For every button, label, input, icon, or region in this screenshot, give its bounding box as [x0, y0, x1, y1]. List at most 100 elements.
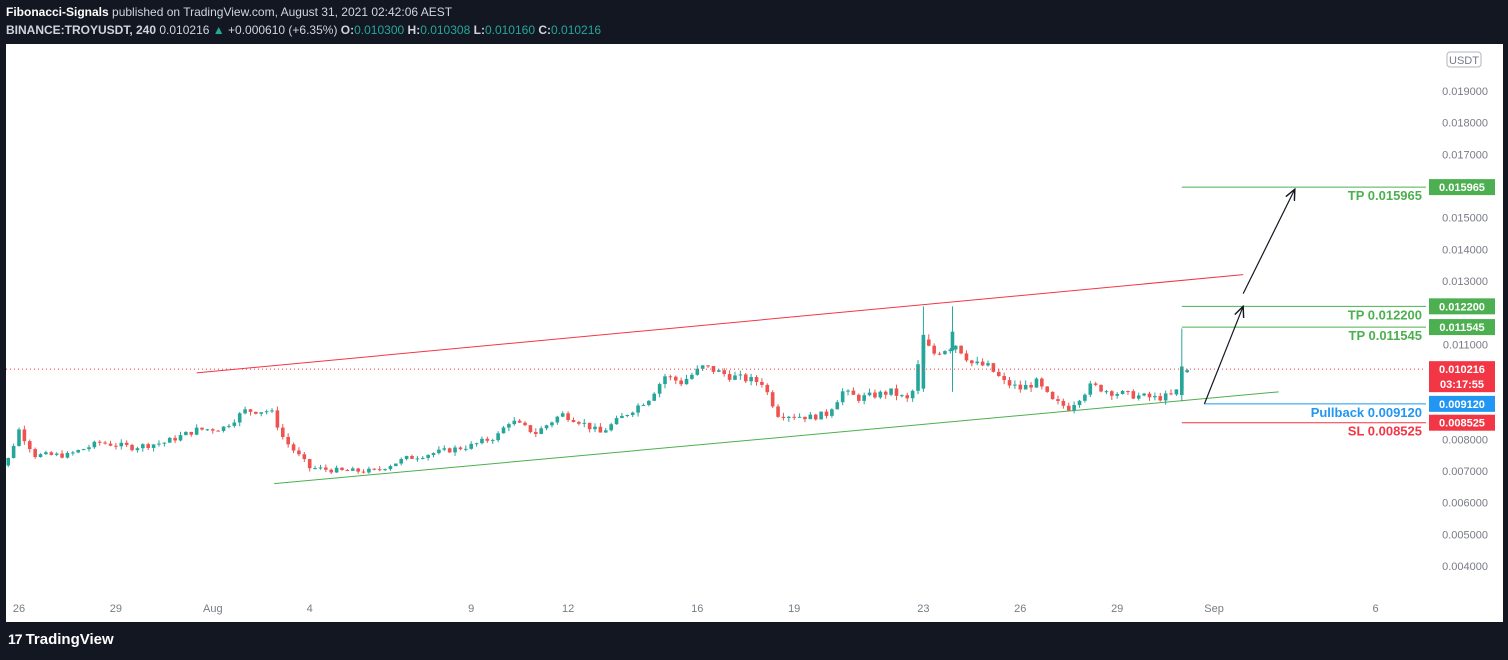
candle-body — [1131, 391, 1136, 399]
candle-body — [173, 437, 177, 441]
candle-body — [507, 424, 511, 428]
candle-body — [1066, 405, 1071, 411]
price-chart[interactable]: TP 0.015965 TP 0.012200 TP 0.011545 Pullbac… — [1, 44, 1503, 622]
candle-body — [469, 443, 473, 449]
candle-body — [361, 471, 366, 473]
candle-body — [232, 422, 237, 426]
candle-body — [1126, 390, 1130, 392]
candle-body — [1185, 370, 1189, 373]
candle-body — [211, 429, 215, 431]
candle-body — [437, 449, 441, 454]
candle-body — [367, 468, 371, 473]
level-badge: 0.011545 — [1439, 322, 1484, 334]
candle-body — [587, 422, 592, 430]
candle-body — [501, 427, 506, 434]
level-badge: 0.012200 — [1439, 301, 1485, 313]
candle-body — [103, 442, 107, 444]
candle-body — [867, 392, 872, 396]
projection-arrow — [1242, 189, 1295, 294]
candle-body — [280, 427, 285, 437]
candle-body — [733, 375, 737, 380]
candle-body — [980, 361, 985, 366]
symbol-name[interactable]: BINANCE:TROYUSDT, 240 — [6, 23, 157, 37]
candle-body — [883, 391, 888, 395]
candle-body — [803, 416, 807, 420]
candle-body — [340, 467, 344, 471]
symbol-info: BINANCE:TROYUSDT, 240 0.010216 ▲ +0.0006… — [6, 23, 601, 37]
candle-body — [625, 415, 630, 417]
candle-body — [76, 450, 81, 453]
candle-body — [1013, 384, 1017, 386]
candle-body — [690, 374, 694, 379]
candle-body — [447, 448, 452, 453]
candle-body — [706, 365, 710, 367]
candle-body — [1072, 405, 1076, 411]
candle-body — [27, 441, 32, 450]
candle-body — [700, 365, 705, 369]
candle-body — [404, 455, 409, 460]
candle-body — [566, 413, 570, 420]
candle-body — [544, 425, 549, 429]
y-tick-label: 0.013000 — [1442, 276, 1488, 288]
candle-body — [749, 377, 753, 382]
candle-body — [1050, 391, 1055, 400]
x-tick-label: 4 — [307, 603, 313, 615]
candle-body — [44, 452, 48, 455]
candle-body — [1104, 391, 1109, 393]
candle-body — [194, 427, 199, 435]
candle-body — [679, 380, 683, 385]
candle-body — [614, 418, 619, 425]
candle-body — [830, 409, 834, 416]
candle-body — [237, 413, 242, 423]
author-name[interactable]: Fibonacci-Signals — [6, 5, 109, 19]
candle-body — [87, 447, 91, 450]
candle-body — [1093, 383, 1098, 385]
candle-body — [313, 468, 317, 470]
price-change: +0.000610 (+6.35%) — [228, 23, 338, 37]
candle-body — [598, 426, 603, 433]
candle-body — [420, 457, 425, 459]
low-value: 0.010160 — [484, 23, 535, 37]
candle-body — [711, 365, 716, 372]
candle-body — [1056, 399, 1060, 401]
candle-body — [1110, 391, 1114, 396]
level-badge-bg — [1429, 298, 1495, 315]
candle-body — [184, 431, 188, 436]
chart-area[interactable]: TP 0.015965 TP 0.012200 TP 0.011545 Pullbac… — [1, 44, 1503, 622]
countdown-badge: 03:17:55 — [1440, 379, 1484, 391]
candle-body — [151, 444, 156, 448]
close-label: C: — [538, 23, 552, 37]
candle-body — [49, 452, 54, 455]
candle-body — [464, 448, 468, 450]
level-badge-bg — [1429, 414, 1495, 431]
candle-body — [641, 404, 646, 406]
level-label: TP 0.011545 — [1349, 328, 1423, 343]
x-tick-label: 16 — [691, 603, 703, 615]
candle-body — [840, 391, 845, 403]
x-tick-label: 19 — [788, 603, 800, 615]
candle-body — [1018, 384, 1023, 390]
candle-body — [577, 422, 581, 424]
candle-body — [1045, 386, 1050, 392]
candle-body — [162, 442, 167, 444]
candle-body — [415, 458, 420, 460]
candle-body — [781, 416, 786, 418]
tradingview-logo[interactable]: 17 TradingView — [8, 631, 114, 648]
candle-body — [60, 453, 64, 458]
candle-body — [388, 466, 393, 470]
x-tick-label: 23 — [917, 603, 929, 615]
candle-body — [550, 422, 554, 426]
candle-body — [959, 345, 963, 354]
candle-body — [490, 440, 495, 442]
candle-body — [146, 444, 150, 448]
candle-body — [905, 395, 910, 399]
x-tick-label: 26 — [1014, 603, 1026, 615]
candle-body — [259, 412, 264, 414]
candle-body — [1169, 393, 1173, 395]
candle-body — [291, 444, 296, 451]
candle-body — [921, 334, 926, 389]
candle-body — [1083, 394, 1087, 401]
open-label: O: — [340, 23, 355, 37]
candle-body — [345, 470, 350, 472]
candle-body — [307, 459, 312, 469]
